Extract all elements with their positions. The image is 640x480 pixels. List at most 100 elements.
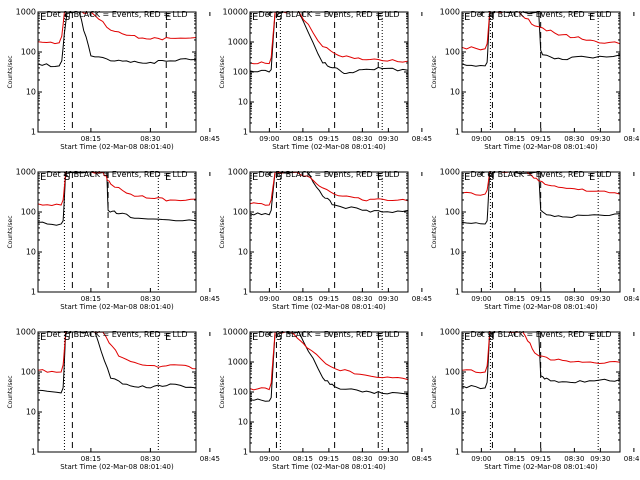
marker-letter-S: S bbox=[276, 332, 282, 343]
plot-area bbox=[250, 12, 408, 132]
x-tick-label: 08:15 bbox=[505, 295, 525, 303]
events-series-line bbox=[38, 12, 196, 68]
plot-area bbox=[250, 172, 408, 292]
events-series-line bbox=[462, 332, 620, 390]
axes-box bbox=[37, 171, 197, 293]
y-tick-label: 1 bbox=[243, 448, 248, 457]
x-tick-label: 08:45 bbox=[200, 455, 220, 463]
x-axis-label: Start Time (02-Mar-08 08:01:40) bbox=[60, 303, 174, 311]
y-tick-label: 100 bbox=[445, 208, 460, 217]
y-tick-label: 1 bbox=[243, 288, 248, 297]
panel-det-7: 1 10 100 1000 08:15 08:30 08:45 09:00 09:15 09:30… bbox=[7, 328, 398, 472]
marker-letter-S: S bbox=[276, 172, 282, 183]
marker-letter-E: E bbox=[252, 332, 258, 343]
marker-letter-E: E bbox=[589, 12, 595, 23]
x-tick-label: 08:45 bbox=[200, 135, 220, 143]
x-tick-label: 08:15 bbox=[81, 455, 101, 463]
x-tick-label: 08:45 bbox=[624, 455, 640, 463]
x-tick-label: 08:30 bbox=[140, 295, 160, 303]
x-axis-label: Start Time (02-Mar-08 08:01:40) bbox=[484, 303, 598, 311]
x-tick-label: 08:15 bbox=[293, 295, 313, 303]
x-tick-label: 09:30 bbox=[590, 455, 610, 463]
y-tick-label: 100 bbox=[233, 68, 248, 77]
panel-title: Det 1f BLACK = Events, RED = LLD bbox=[46, 10, 187, 19]
plot-area bbox=[38, 332, 196, 452]
x-tick-label: 09:30 bbox=[378, 295, 398, 303]
x-tick-label: 09:30 bbox=[378, 135, 398, 143]
y-axis-label: Counts/sec bbox=[431, 375, 438, 408]
y-tick-label: 1000 bbox=[16, 328, 36, 337]
marker-letter-E: E bbox=[165, 332, 171, 343]
marker-letter-E: E bbox=[464, 12, 470, 23]
marker-letter-E: E bbox=[165, 12, 171, 23]
x-tick-label: 09:00 bbox=[471, 135, 491, 143]
panel-title: Det 8f BLACK = Events, RED = LLD bbox=[258, 330, 399, 339]
x-tick-label: 08:15 bbox=[293, 135, 313, 143]
panel-title: Det 3f BLACK = Events, RED = LLD bbox=[470, 10, 611, 19]
marker-letter-E: E bbox=[464, 172, 470, 183]
y-axis-label: Counts/sec bbox=[7, 375, 14, 408]
x-tick-label: 09:15 bbox=[319, 295, 339, 303]
x-tick-label: 08:30 bbox=[564, 135, 584, 143]
plot-area bbox=[462, 332, 620, 452]
panel-det-2: 1 10 100 1000 10000 08:15 08:30 08:45 09:00 09:15… bbox=[219, 8, 610, 152]
marker-letter-E: E bbox=[165, 172, 171, 183]
x-tick-label: 08:30 bbox=[352, 455, 372, 463]
x-axis-label: Start Time (02-Mar-08 08:01:40) bbox=[272, 303, 386, 311]
y-tick-label: 10 bbox=[238, 418, 248, 427]
y-axis-label: Counts/sec bbox=[7, 55, 14, 88]
x-tick-label: 09:15 bbox=[319, 455, 339, 463]
x-tick-label: 08:15 bbox=[293, 455, 313, 463]
panel-title: Det 9f BLACK = Events, RED = LLD bbox=[470, 330, 611, 339]
x-tick-label: 08:30 bbox=[352, 295, 372, 303]
marker-letter-E: E bbox=[377, 172, 383, 183]
y-tick-label: 100 bbox=[445, 48, 460, 57]
x-tick-label: 09:30 bbox=[378, 455, 398, 463]
y-tick-label: 10000 bbox=[223, 8, 248, 17]
y-tick-label: 10 bbox=[450, 408, 460, 417]
y-tick-label: 10 bbox=[26, 408, 36, 417]
lld-series-line bbox=[462, 332, 620, 374]
x-axis-label: Start Time (02-Mar-08 08:01:40) bbox=[484, 143, 598, 151]
axes-box bbox=[37, 11, 197, 133]
marker-letter-S: S bbox=[276, 12, 282, 23]
x-axis-label: Start Time (02-Mar-08 08:01:40) bbox=[60, 143, 174, 151]
panel-det-6: 1 10 100 1000 08:15 08:30 08:45 09:00 09:15 09:30… bbox=[431, 168, 640, 312]
y-tick-label: 1 bbox=[31, 448, 36, 457]
x-tick-label: 08:30 bbox=[352, 135, 372, 143]
panel-det-9: 1 10 100 1000 08:15 08:30 08:45 09:00 09:15 09:30… bbox=[431, 328, 640, 472]
y-tick-label: 1 bbox=[455, 288, 460, 297]
y-tick-label: 1000 bbox=[16, 168, 36, 177]
events-series-line bbox=[462, 12, 620, 67]
axes-box bbox=[461, 11, 621, 133]
y-tick-label: 100 bbox=[233, 388, 248, 397]
panel-det-4: 1 10 100 1000 08:15 08:30 08:45 09:00 09:15 09:30… bbox=[7, 168, 398, 312]
x-tick-label: 09:30 bbox=[590, 295, 610, 303]
y-axis-label: Counts/sec bbox=[219, 215, 226, 248]
y-tick-label: 1 bbox=[243, 128, 248, 137]
panel-title: Det 4f BLACK = Events, RED = LLD bbox=[46, 170, 187, 179]
x-tick-label: 09:15 bbox=[531, 455, 551, 463]
y-tick-label: 100 bbox=[21, 368, 36, 377]
x-tick-label: 08:30 bbox=[564, 455, 584, 463]
marker-letter-S: S bbox=[64, 332, 70, 343]
y-tick-label: 10 bbox=[238, 248, 248, 257]
x-tick-label: 08:30 bbox=[140, 455, 160, 463]
x-tick-label: 09:15 bbox=[531, 135, 551, 143]
y-tick-label: 10000 bbox=[223, 328, 248, 337]
x-tick-label: 09:00 bbox=[471, 295, 491, 303]
y-tick-label: 10 bbox=[238, 98, 248, 107]
lld-series-line bbox=[250, 172, 408, 206]
lld-series-line bbox=[250, 12, 408, 65]
y-tick-label: 1000 bbox=[440, 328, 460, 337]
marker-letter-E: E bbox=[464, 332, 470, 343]
lld-series-line bbox=[38, 332, 196, 373]
x-axis-label: Start Time (02-Mar-08 08:01:40) bbox=[484, 463, 598, 471]
plot-area bbox=[462, 12, 620, 132]
axes-box bbox=[37, 331, 197, 453]
lld-series-line bbox=[38, 172, 196, 207]
x-tick-label: 09:15 bbox=[319, 135, 339, 143]
y-tick-label: 100 bbox=[445, 368, 460, 377]
lld-series-line bbox=[462, 12, 620, 51]
